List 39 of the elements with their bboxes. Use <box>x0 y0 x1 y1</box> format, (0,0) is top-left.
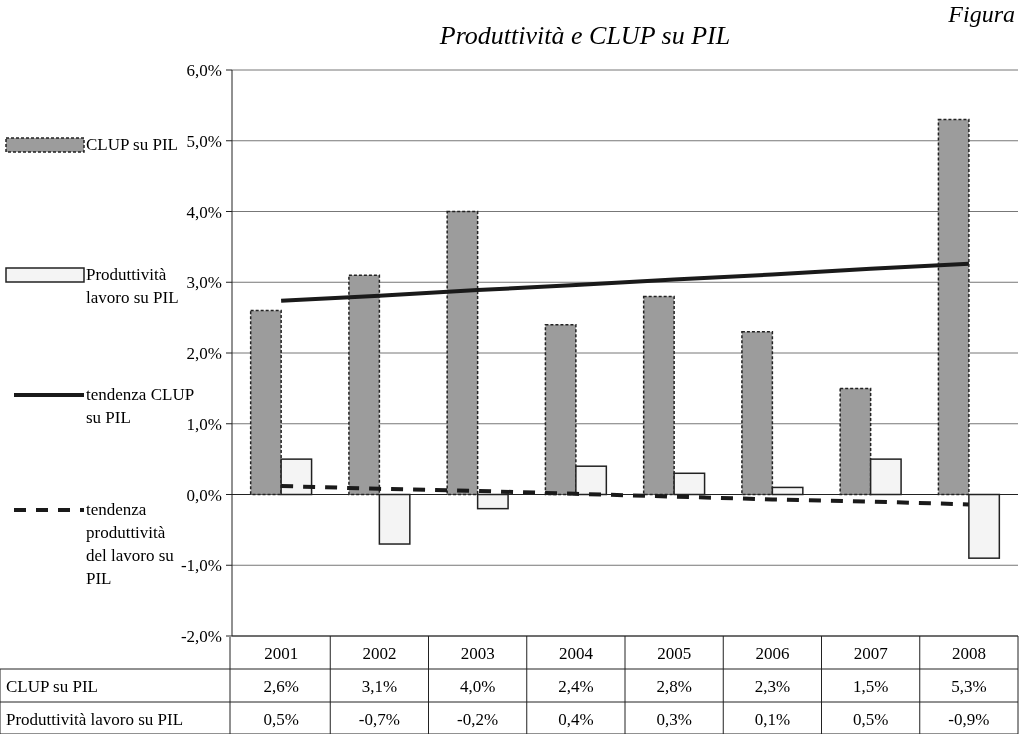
y-tick-label: 5,0% <box>186 131 222 151</box>
data-label: 2,8% <box>656 677 692 696</box>
y-tick-label: 0,0% <box>186 485 222 505</box>
legend-label: Produttività lavoro su PIL <box>6 710 184 729</box>
x-tick-label: 2006 <box>755 644 790 663</box>
y-tick-label: -2,0% <box>180 627 222 646</box>
data-label: 1,5% <box>852 677 889 696</box>
legend-label: CLUP su PIL <box>86 135 178 154</box>
data-label: 2,3% <box>754 677 791 696</box>
data-label: -0,2% <box>457 710 499 729</box>
x-tick-label: 2008 <box>951 644 986 663</box>
x-tick-label: 2002 <box>362 644 397 663</box>
x-tick-label: 2001 <box>264 644 299 663</box>
data-label: 4,0% <box>459 677 496 696</box>
y-tick-label: 2,0% <box>186 344 222 363</box>
data-label: 0,4% <box>558 710 594 729</box>
text: Produttività lavoro su PIL <box>86 265 179 307</box>
text: Figura <box>947 1 1015 27</box>
data-label: 0,1% <box>754 710 791 729</box>
y-tick-label: 3,0% <box>186 273 222 293</box>
chart-title: Produttività e CLUP su PIL <box>438 21 731 50</box>
y-tick-label: 6,0% <box>186 61 222 80</box>
data-label: 3,1% <box>361 677 398 696</box>
x-tick-label: 2004 <box>558 644 594 663</box>
y-tick-label: -1,0% <box>180 556 222 576</box>
data-label: -0,9% <box>948 710 990 729</box>
data-label: -0,7% <box>358 710 400 729</box>
data-label: 0,5% <box>263 710 299 729</box>
x-tick-label: 2007 <box>853 644 889 663</box>
x-tick-label: 2003 <box>460 644 495 663</box>
data-label: 2,6% <box>263 677 299 696</box>
legend-label: tendenza produttività del lavoro su PIL <box>86 500 175 588</box>
data-label: 2,4% <box>558 677 594 696</box>
x-tick-label: 2005 <box>657 644 692 663</box>
data-label: 5,3% <box>951 677 987 696</box>
y-tick-label: 4,0% <box>186 202 222 222</box>
data-label: 0,3% <box>656 710 692 729</box>
text: CLUP su PIL <box>6 677 98 696</box>
data-label: 0,5% <box>852 710 889 729</box>
